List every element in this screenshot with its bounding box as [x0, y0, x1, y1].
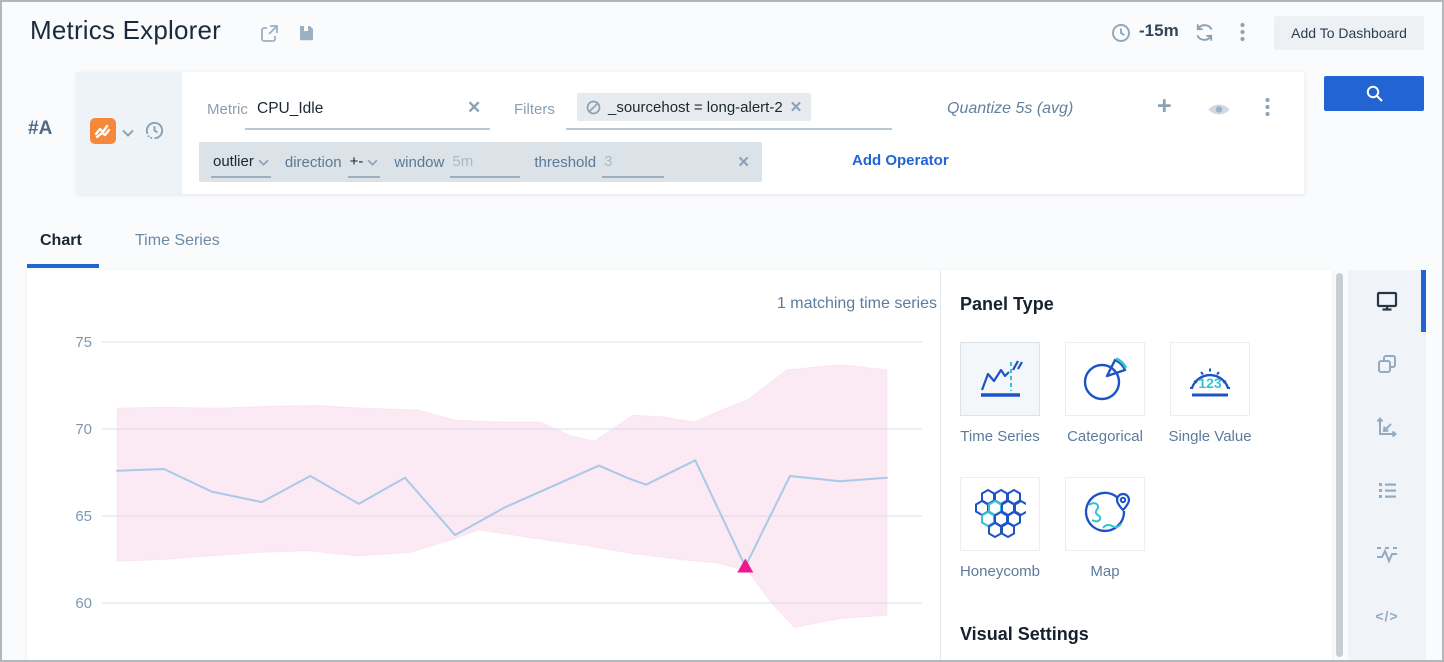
- add-to-dashboard-button[interactable]: Add To Dashboard: [1274, 16, 1424, 50]
- query-card: Metric CPU_Idle ✕ Filters _sourcehost = …: [77, 72, 1304, 194]
- chevron-down-icon: [367, 153, 378, 170]
- settings-rail: </>: [1348, 270, 1426, 660]
- chevron-down-icon: [258, 153, 269, 170]
- search-icon: [1366, 85, 1383, 102]
- rail-legend-settings[interactable]: [1348, 459, 1426, 521]
- add-operator-link[interactable]: Add Operator: [852, 152, 949, 169]
- time-range-value[interactable]: -15m: [1139, 21, 1179, 40]
- metric-input[interactable]: CPU_Idle: [257, 100, 324, 117]
- query-kebab-menu-icon[interactable]: [1265, 96, 1270, 123]
- share-icon[interactable]: [258, 23, 280, 50]
- svg-text:70: 70: [75, 421, 92, 438]
- chart-panel-card: 1 matching time series 75 70 65 60 Panel Ty…: [27, 270, 1332, 660]
- svg-text:60: 60: [75, 595, 92, 612]
- panel-type-label: Honeycomb: [959, 563, 1041, 580]
- rail-display-settings[interactable]: [1348, 270, 1426, 332]
- categorical-panel-icon: [1083, 357, 1128, 401]
- operator-threshold-input[interactable]: 3: [602, 146, 665, 178]
- panel-type-label: Map: [1090, 563, 1120, 580]
- page-title: Metrics Explorer: [30, 15, 222, 45]
- chart-axes-icon: [1376, 416, 1398, 438]
- matching-series-count: 1 matching time series: [776, 295, 937, 312]
- panel-type-time-series[interactable]: [960, 342, 1040, 416]
- time-series-panel-icon: [980, 360, 1023, 397]
- active-tab-indicator: [27, 264, 99, 268]
- panel-type-single-value[interactable]: 123: [1170, 342, 1250, 416]
- filter-chip-text: _sourcehost = long-alert-2: [608, 98, 783, 116]
- panel-type-categorical[interactable]: [1065, 342, 1145, 416]
- metrics-query-type-icon[interactable]: [90, 118, 116, 144]
- svg-text:75: 75: [75, 334, 92, 351]
- operator-name[interactable]: outlier: [211, 146, 271, 178]
- display-icon: [1376, 291, 1398, 311]
- panel-type-label: Single Value: [1168, 428, 1252, 445]
- operator-direction-select[interactable]: +-: [347, 146, 381, 178]
- single-value-panel-icon: 123: [1190, 368, 1230, 397]
- filter-exclude-icon: [586, 100, 601, 115]
- metric-input-underline: [245, 128, 490, 130]
- header-kebab-menu-icon[interactable]: [1240, 21, 1245, 49]
- panel-type-heading: Panel Type: [960, 294, 1054, 314]
- duplicate-panels-icon: [1378, 355, 1396, 373]
- map-panel-icon: [1084, 491, 1131, 532]
- operator-remove-icon[interactable]: ✕: [737, 154, 750, 171]
- rail-active-indicator: [1421, 270, 1426, 332]
- rail-threshold-settings[interactable]: [1348, 522, 1426, 584]
- legend-list-icon: [1379, 483, 1396, 498]
- visual-settings-heading: Visual Settings: [960, 624, 1089, 644]
- time-range-clock-icon[interactable]: [1110, 22, 1132, 49]
- panel-type-map[interactable]: [1065, 477, 1145, 551]
- rail-axes-settings[interactable]: [1348, 396, 1426, 458]
- filters-label: Filters: [514, 101, 555, 118]
- operator-param-label: window: [394, 153, 445, 171]
- add-query-plus-icon[interactable]: +: [1157, 92, 1172, 120]
- anomaly-marker: [737, 558, 754, 573]
- quantize-clock-icon[interactable]: [143, 119, 166, 147]
- save-icon[interactable]: [296, 23, 316, 48]
- quantize-setting[interactable]: Quantize 5s (avg): [947, 100, 1074, 117]
- honeycomb-panel-icon: [975, 489, 1026, 538]
- rail-duplicate-panels[interactable]: [1348, 333, 1426, 395]
- refresh-icon[interactable]: [1193, 21, 1216, 49]
- panel-type-label: Categorical: [1067, 428, 1143, 445]
- visibility-eye-icon[interactable]: [1207, 101, 1231, 123]
- tab-time-series[interactable]: Time Series: [135, 232, 220, 249]
- filter-chip-remove-icon[interactable]: ✕: [789, 99, 803, 116]
- operator-param-label: direction: [284, 153, 342, 171]
- query-type-cell[interactable]: [77, 72, 182, 194]
- filters-input-underline: [566, 128, 892, 130]
- code-icon: </>: [1375, 608, 1399, 624]
- metric-label: Metric: [207, 101, 248, 118]
- query-type-chevron-down-icon[interactable]: [122, 124, 134, 142]
- metrics-chart[interactable]: 75 70 65 60: [32, 322, 922, 657]
- metric-clear-icon[interactable]: ✕: [467, 98, 482, 117]
- run-search-button[interactable]: [1324, 76, 1424, 111]
- threshold-outlier-icon: [1377, 547, 1397, 564]
- panel-type-honeycomb[interactable]: [960, 477, 1040, 551]
- vertical-scrollbar[interactable]: [1336, 273, 1343, 657]
- operator-window-input[interactable]: 5m: [450, 146, 521, 178]
- svg-text:65: 65: [75, 508, 92, 525]
- panel-type-label: Time Series: [960, 428, 1040, 445]
- outlier-operator-chip[interactable]: outlier direction +- window 5m threshold…: [199, 142, 762, 182]
- operator-param-label: threshold: [534, 153, 597, 171]
- tab-chart[interactable]: Chart: [40, 232, 82, 249]
- svg-text:123: 123: [1198, 375, 1222, 391]
- panel-divider: [940, 270, 941, 660]
- rail-code-view[interactable]: </>: [1348, 585, 1426, 647]
- query-row-id: #A: [28, 118, 53, 139]
- filter-chip[interactable]: _sourcehost = long-alert-2 ✕: [577, 93, 812, 121]
